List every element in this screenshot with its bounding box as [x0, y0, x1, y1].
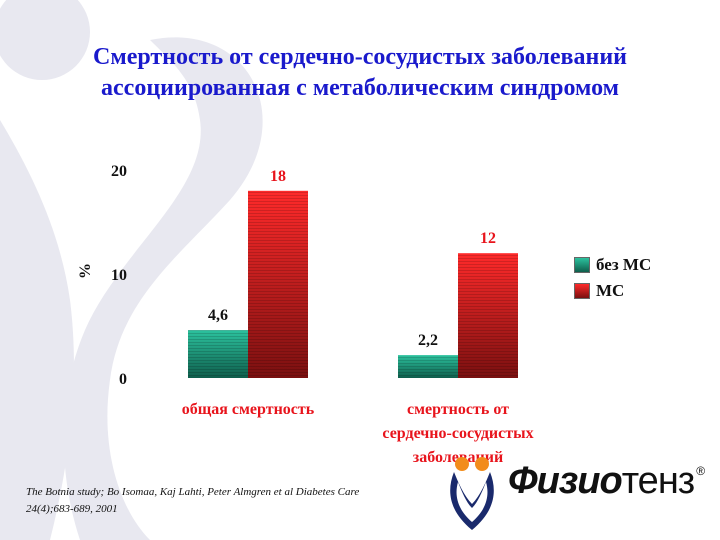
bar-texture: [458, 253, 518, 378]
page-title: Смертность от сердечно-сосудистых заболе…: [20, 42, 700, 104]
citation-line-2: 24(4);683-689, 2001: [26, 503, 118, 515]
logo-text-part2: тенз: [621, 460, 696, 502]
legend-label-bez-ms: без МС: [596, 255, 652, 274]
data-label-bez-ms-0: 4,6: [208, 307, 228, 324]
data-label-ms-1: 12: [480, 230, 496, 247]
category-label-line: смертность от: [407, 401, 509, 418]
logo-registered: ®: [696, 464, 705, 478]
category-label-line: сердечно-сосудистых: [382, 425, 534, 442]
citation: The Botnia study; Bo Isomaa, Kaj Lahti, …: [26, 484, 406, 518]
legend-item-bez-ms: без МС: [574, 252, 651, 278]
logo-emblem-icon: [450, 457, 494, 530]
bar-texture: [248, 190, 308, 378]
y-tick-label: 20: [111, 163, 127, 180]
citation-line-1: The Botnia study; Bo Isomaa, Kaj Lahti, …: [26, 486, 360, 498]
title-line-1: Смертность от сердечно-сосудистых заболе…: [93, 44, 627, 70]
legend-item-ms: МС: [574, 278, 651, 304]
title-line-2: ассоциированная с метаболическим синдром…: [101, 75, 619, 101]
legend: без МС МС: [574, 252, 651, 304]
y-tick-label: 0: [119, 371, 127, 388]
logo-text-part1: Физио: [508, 460, 623, 502]
fiziotenz-logo: Физиотенз ®: [440, 452, 710, 532]
legend-swatch-bez-ms: [574, 257, 590, 273]
data-label-ms-0: 18: [270, 168, 286, 185]
bar-texture: [398, 355, 458, 378]
legend-label-ms: МС: [596, 281, 625, 300]
y-axis-label: %: [77, 263, 94, 279]
bar-texture: [188, 330, 248, 378]
category-label-line: общая смертность: [181, 401, 315, 418]
data-label-bez-ms-1: 2,2: [418, 332, 438, 349]
logo-wordmark: Физиотенз ®: [508, 460, 705, 503]
y-tick-label: 10: [111, 267, 127, 284]
legend-swatch-ms: [574, 283, 590, 299]
category-label-0: общая смертность: [138, 398, 358, 422]
